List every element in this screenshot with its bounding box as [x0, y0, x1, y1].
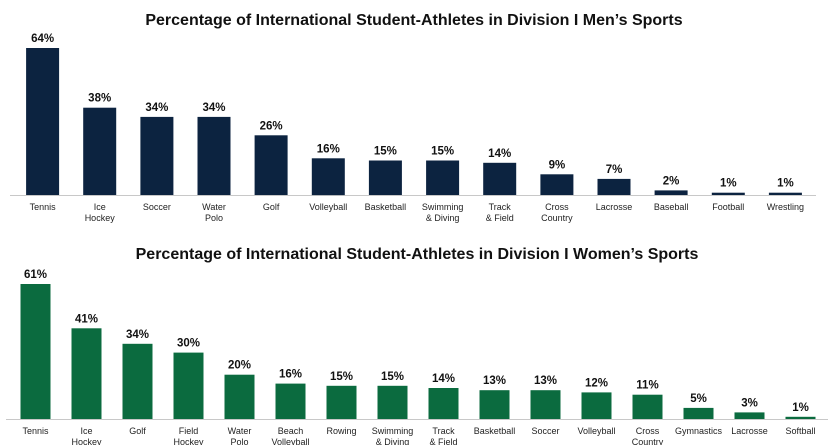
women-category-label-softball: Softball [785, 426, 815, 436]
women-category-label-gymnastics: Gymnastics [675, 426, 723, 436]
men-value-label-baseball: 2% [663, 175, 680, 187]
men-category-label-soccer: Soccer [143, 202, 171, 212]
women-value-label-field-hockey: 30% [177, 338, 200, 350]
men-category-label-football: Football [712, 202, 744, 212]
men-category-label-tennis: Tennis [30, 202, 57, 212]
women-bar-beach-volleyball [275, 383, 306, 419]
women-category-label-water-polo: Water Polo [228, 426, 252, 445]
women-category-label-cross-country: Cross Country [632, 426, 664, 445]
men-category-label-basketball: Basketball [365, 202, 407, 212]
women-bar-rowing [326, 385, 357, 419]
women-sports-chart: 61% Tennis 41% Ice Hockey 34% Golf 30% Field Hock… [6, 269, 828, 445]
men-category-label-swimming-diving: Swimming & Diving [422, 202, 464, 223]
women-category-label-tennis: Tennis [22, 426, 49, 436]
women-bar-water-polo [224, 374, 255, 419]
men-value-label-track-field: 14% [488, 148, 511, 160]
men-category-label-volleyball: Volleyball [309, 202, 347, 212]
men-value-label-football: 1% [720, 178, 737, 190]
women-bar-golf [122, 343, 153, 419]
men-category-label-wrestling: Wrestling [767, 202, 804, 212]
women-value-label-lacrosse: 3% [741, 397, 758, 409]
women-category-label-track-field: Track & Field [429, 426, 457, 445]
women-category-label-beach-volleyball: Beach Volleyball [271, 426, 309, 445]
women-bar-ice-hockey [71, 328, 102, 419]
women-category-label-golf: Golf [129, 426, 146, 436]
women-value-label-track-field: 14% [432, 373, 455, 385]
men-bar-golf [254, 135, 288, 195]
women-value-label-swimming-diving: 15% [381, 371, 404, 383]
women-value-label-tennis: 61% [24, 269, 47, 281]
men-bar-water-polo [197, 116, 231, 195]
men-bar-basketball [368, 160, 402, 195]
women-bar-lacrosse [734, 412, 765, 419]
women-category-label-field-hockey: Field Hockey [173, 426, 204, 445]
men-bar-swimming-diving [426, 160, 460, 195]
women-bar-field-hockey [173, 352, 204, 419]
women-category-label-volleyball: Volleyball [577, 426, 615, 436]
women-bar-soccer [530, 390, 561, 419]
women-bar-tennis [20, 284, 51, 419]
women-category-label-basketball: Basketball [474, 426, 516, 436]
men-value-label-ice-hockey: 38% [88, 93, 111, 105]
men-bar-ice-hockey [83, 107, 117, 195]
men-bar-wrestling [768, 192, 802, 195]
men-category-label-baseball: Baseball [654, 202, 689, 212]
men-bar-baseball [654, 190, 688, 195]
men-category-label-golf: Golf [263, 202, 280, 212]
men-bar-cross-country [540, 174, 574, 195]
women-value-label-basketball: 13% [483, 375, 506, 387]
men-bar-volleyball [311, 158, 345, 196]
men-category-label-track-field: Track & Field [486, 202, 514, 223]
women-value-label-ice-hockey: 41% [75, 313, 98, 325]
women-bar-volleyball [581, 392, 612, 419]
women-value-label-volleyball: 12% [585, 377, 608, 389]
men-value-label-water-polo: 34% [202, 102, 225, 114]
women-value-label-water-polo: 20% [228, 360, 251, 372]
women-value-label-soccer: 13% [534, 375, 557, 387]
women-category-label-lacrosse: Lacrosse [731, 426, 768, 436]
men-value-label-volleyball: 16% [317, 143, 340, 155]
men-value-label-swimming-diving: 15% [431, 146, 454, 158]
women-bar-swimming-diving [377, 385, 408, 419]
women-bar-gymnastics [683, 407, 714, 419]
women-bar-basketball [479, 390, 510, 419]
women-bar-cross-country [632, 394, 663, 419]
men-value-label-lacrosse: 7% [606, 164, 623, 176]
women-bar-track-field [428, 388, 459, 419]
men-value-label-golf: 26% [260, 120, 283, 132]
women-category-label-swimming-diving: Swimming & Diving [372, 426, 414, 445]
men-bar-football [711, 192, 745, 195]
men-chart-title: Percentage of International Student-Athl… [145, 12, 682, 29]
men-category-label-ice-hockey: Ice Hockey [85, 202, 116, 223]
men-value-label-wrestling: 1% [777, 178, 794, 190]
women-chart-title: Percentage of International Student-Athl… [136, 246, 699, 263]
men-value-label-soccer: 34% [145, 102, 168, 114]
women-value-label-softball: 1% [792, 402, 809, 414]
men-bar-lacrosse [597, 178, 631, 195]
women-category-label-soccer: Soccer [531, 426, 559, 436]
women-value-label-beach-volleyball: 16% [279, 369, 302, 381]
women-category-label-ice-hockey: Ice Hockey [71, 426, 102, 445]
women-value-label-cross-country: 11% [636, 380, 658, 392]
men-bar-tennis [26, 48, 60, 195]
men-value-label-cross-country: 9% [549, 159, 566, 171]
women-value-label-gymnastics: 5% [690, 393, 707, 405]
women-category-label-rowing: Rowing [326, 426, 356, 436]
women-value-label-golf: 34% [126, 329, 149, 341]
men-bar-track-field [483, 162, 517, 195]
men-value-label-basketball: 15% [374, 146, 397, 158]
men-sports-chart: 64% Tennis 38% Ice Hockey 34% Soccer 34% Water Po… [10, 33, 816, 223]
women-bar-softball [785, 416, 816, 419]
men-bar-soccer [140, 116, 174, 195]
men-category-label-cross-country: Cross Country [541, 202, 573, 223]
women-value-label-rowing: 15% [330, 371, 353, 383]
men-value-label-tennis: 64% [31, 33, 54, 45]
men-category-label-water-polo: Water Polo [202, 202, 226, 223]
men-category-label-lacrosse: Lacrosse [596, 202, 633, 212]
